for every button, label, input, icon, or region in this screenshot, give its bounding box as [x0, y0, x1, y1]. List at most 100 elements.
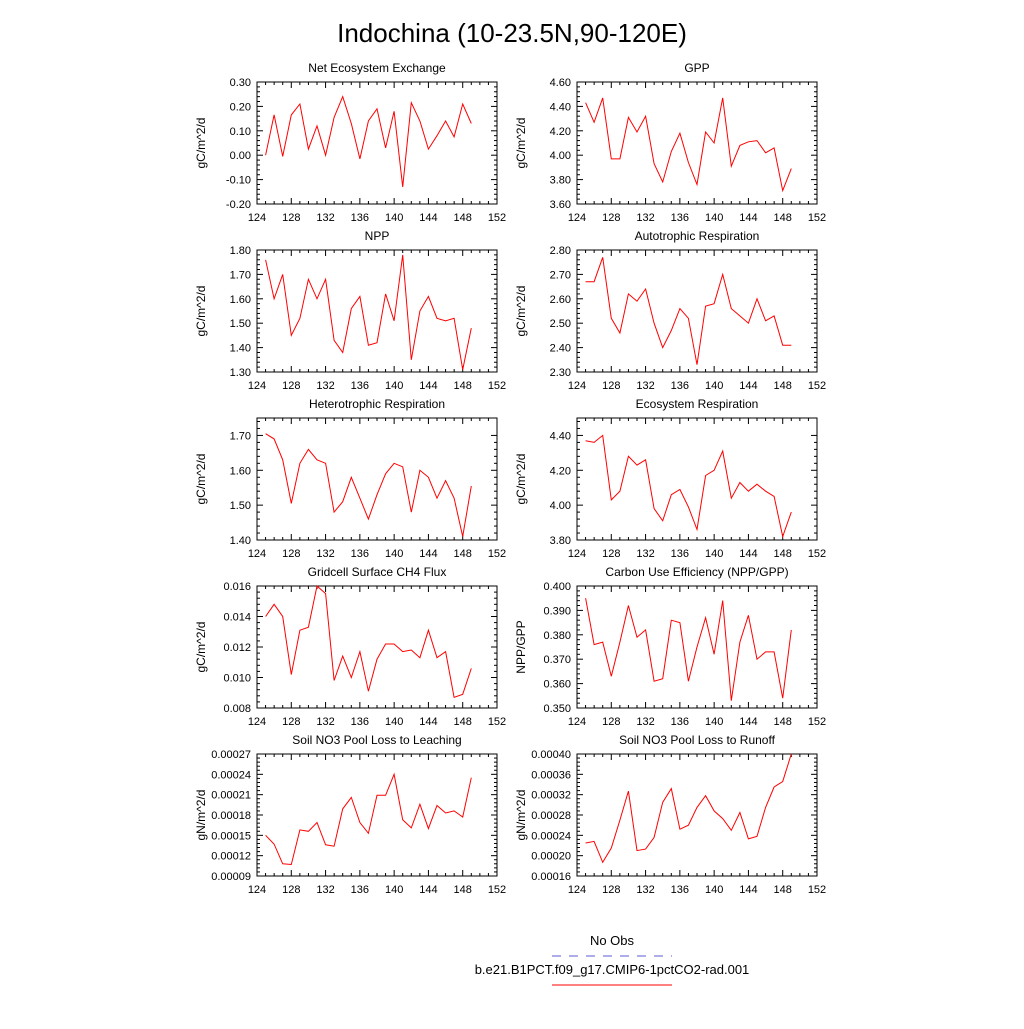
panel-8: Carbon Use Efficiency (NPP/GPP) NPP/GPP 12…: [514, 565, 826, 728]
series-line-1: [265, 585, 472, 698]
panel-4: Autotrophic Respiration gC/m^2/d 124 128 132…: [514, 229, 826, 392]
legend: No Obs b.e21.B1PCT.f09_g17.CMIP6-1pctCO2…: [475, 933, 749, 986]
y-axis-label: NPP/GPP: [514, 620, 528, 673]
y-tick-label: 2.80: [550, 245, 571, 257]
x-tick-label: 124: [248, 548, 266, 560]
x-tick-label: 132: [316, 548, 334, 560]
x-tick-label: 144: [739, 884, 757, 896]
y-axis-label: gC/m^2/d: [194, 118, 208, 169]
x-tick-label: 144: [419, 380, 437, 392]
x-tick-label: 140: [385, 548, 403, 560]
panel-7: Gridcell Surface CH4 Flux gC/m^2/d 124 128 1…: [194, 565, 506, 728]
x-tick-label: 152: [488, 212, 506, 224]
x-tick-label: 148: [774, 380, 792, 392]
y-tick-label: 1.40: [230, 535, 251, 547]
series-line-1: [265, 433, 472, 537]
x-tick-label: 124: [568, 212, 586, 224]
y-tick-label: 0.00: [230, 150, 251, 162]
x-tick-label: 136: [671, 212, 689, 224]
x-tick-label: 144: [739, 380, 757, 392]
y-tick-label: 0.20: [230, 101, 251, 113]
x-tick-label: 128: [602, 884, 620, 896]
x-tick-label: 128: [282, 548, 300, 560]
x-tick-label: 152: [488, 716, 506, 728]
y-tick-label: 4.60: [550, 77, 571, 89]
panel-title: NPP: [365, 229, 390, 243]
series-line-1: [265, 772, 472, 866]
panel-title: GPP: [684, 61, 709, 75]
y-tick-label: 0.016: [223, 581, 251, 593]
y-tick-label: 1.40: [230, 343, 251, 355]
y-tick-label: 0.30: [230, 77, 251, 89]
x-tick-label: 152: [808, 212, 826, 224]
x-tick-label: 148: [454, 716, 472, 728]
x-tick-label: 144: [739, 716, 757, 728]
panel-title: Carbon Use Efficiency (NPP/GPP): [605, 565, 788, 579]
y-tick-label: 0.350: [543, 703, 571, 715]
y-tick-label: 0.014: [223, 612, 251, 624]
x-tick-label: 140: [385, 716, 403, 728]
panel-3: NPP gC/m^2/d 124 128 132 136 140 144 148 152 1.30 1…: [194, 229, 506, 392]
series-line-1: [585, 434, 792, 539]
y-tick-label: 0.370: [543, 654, 571, 666]
panel-5: Heterotrophic Respiration gC/m^2/d 124 128 1…: [194, 397, 506, 560]
y-tick-label: 4.20: [550, 465, 571, 477]
y-tick-label: 0.00012: [211, 851, 251, 863]
x-tick-label: 140: [705, 380, 723, 392]
y-tick-label: 0.00028: [531, 810, 571, 822]
y-tick-label: 0.00024: [531, 830, 571, 842]
x-tick-label: 132: [636, 548, 654, 560]
y-tick-label: 3.60: [550, 199, 571, 211]
x-tick-label: 128: [602, 548, 620, 560]
panel-title: Soil NO3 Pool Loss to Leaching: [292, 733, 461, 747]
y-tick-label: 0.008: [223, 703, 251, 715]
y-tick-label: 0.00018: [211, 810, 251, 822]
x-tick-label: 152: [488, 380, 506, 392]
x-tick-label: 128: [602, 380, 620, 392]
x-tick-label: 136: [351, 212, 369, 224]
x-tick-label: 128: [282, 884, 300, 896]
y-tick-label: 2.70: [550, 269, 571, 281]
x-tick-label: 124: [568, 884, 586, 896]
y-tick-label: 1.80: [230, 245, 251, 257]
x-tick-label: 144: [419, 548, 437, 560]
y-tick-label: 0.390: [543, 605, 571, 617]
x-tick-label: 148: [774, 548, 792, 560]
panel-10: Soil NO3 Pool Loss to Runoff gN/m^2/d 124 1…: [514, 733, 826, 896]
x-tick-label: 140: [385, 380, 403, 392]
panel-1: Net Ecosystem Exchange gC/m^2/d 124 128 132 1…: [194, 61, 506, 224]
x-tick-label: 148: [774, 212, 792, 224]
x-tick-label: 152: [488, 548, 506, 560]
x-tick-label: 140: [705, 548, 723, 560]
panel-2: GPP gC/m^2/d 124 128 132 136 140 144 148 152 3.60 3…: [514, 61, 826, 224]
y-tick-label: 2.50: [550, 318, 571, 330]
x-tick-label: 132: [316, 212, 334, 224]
x-tick-label: 148: [454, 548, 472, 560]
x-tick-label: 124: [248, 884, 266, 896]
x-tick-label: 144: [419, 716, 437, 728]
panel-title: Ecosystem Respiration: [636, 397, 759, 411]
x-tick-label: 152: [808, 380, 826, 392]
y-tick-label: 0.00036: [531, 769, 571, 781]
y-tick-label: 0.00015: [211, 830, 251, 842]
x-tick-label: 132: [636, 212, 654, 224]
y-tick-label: 0.10: [230, 126, 251, 138]
x-tick-label: 128: [282, 212, 300, 224]
y-tick-label: 0.400: [543, 581, 571, 593]
y-tick-label: 0.00016: [531, 871, 571, 883]
x-tick-label: 136: [671, 548, 689, 560]
plot-frame: [576, 753, 818, 877]
x-tick-label: 140: [385, 212, 403, 224]
panel-title: Autotrophic Respiration: [635, 229, 760, 243]
legend-label-obs: No Obs: [590, 933, 635, 948]
series-line-1: [585, 598, 792, 701]
series-line-1: [265, 254, 472, 370]
series-line-1: [585, 257, 792, 365]
y-tick-label: 0.00032: [531, 790, 571, 802]
x-tick-label: 128: [602, 212, 620, 224]
x-tick-label: 136: [351, 548, 369, 560]
y-tick-label: 1.60: [230, 465, 251, 477]
y-tick-label: 3.80: [550, 535, 571, 547]
